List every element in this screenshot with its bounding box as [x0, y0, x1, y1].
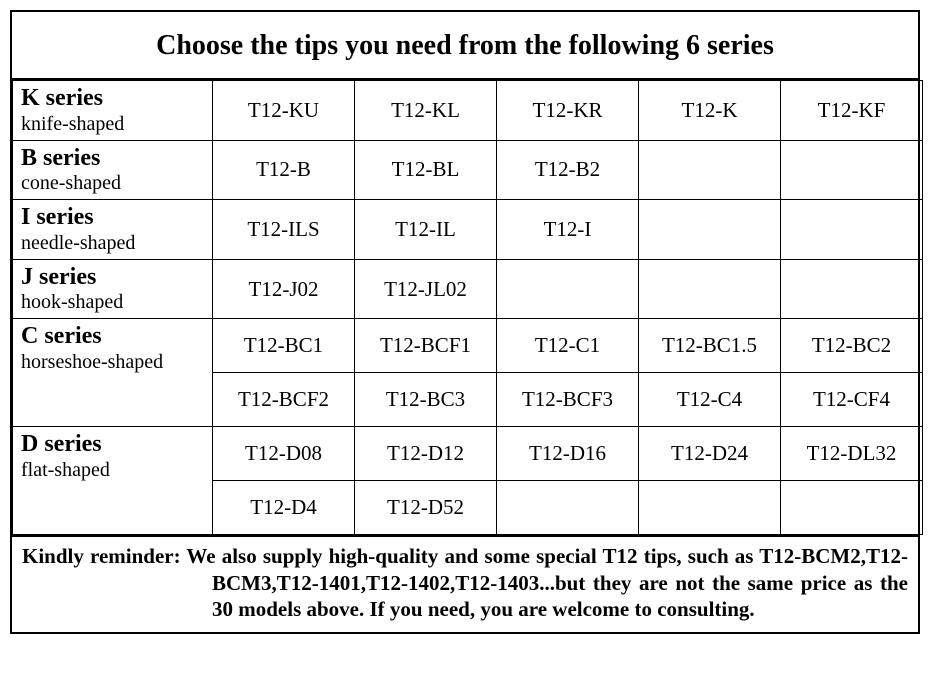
series-subtitle: horseshoe-shaped	[21, 351, 208, 374]
tip-cell: T12-ILS	[213, 200, 355, 260]
tip-cell: T12-B2	[497, 140, 639, 200]
tip-cell: T12-BL	[355, 140, 497, 200]
series-name: I series	[21, 204, 208, 232]
series-name: B series	[21, 145, 208, 173]
tip-cell: T12-BC1	[213, 319, 355, 373]
series-head: D seriesflat-shaped	[13, 427, 213, 535]
series-subtitle: needle-shaped	[21, 232, 208, 255]
table-row: C serieshorseshoe-shapedT12-BC1T12-BCF1T…	[13, 319, 923, 373]
tip-cell	[781, 140, 923, 200]
tip-cell: T12-J02	[213, 259, 355, 319]
tip-cell: T12-D52	[355, 481, 497, 535]
tip-cell: T12-KU	[213, 81, 355, 141]
tip-cell	[639, 481, 781, 535]
tip-cell: T12-DL32	[781, 427, 923, 481]
tip-cell: T12-D16	[497, 427, 639, 481]
tip-cell: T12-KL	[355, 81, 497, 141]
series-head: I seriesneedle-shaped	[13, 200, 213, 260]
tip-cell: T12-CF4	[781, 373, 923, 427]
tip-cell: T12-KF	[781, 81, 923, 141]
series-head: C serieshorseshoe-shaped	[13, 319, 213, 427]
series-name: K series	[21, 85, 208, 113]
tip-cell: T12-C1	[497, 319, 639, 373]
footer-body: We also supply high-quality and some spe…	[186, 544, 908, 621]
tip-cell: T12-KR	[497, 81, 639, 141]
tip-cell: T12-BC2	[781, 319, 923, 373]
tip-cell	[781, 200, 923, 260]
series-name: C series	[21, 323, 208, 351]
table-row: D seriesflat-shapedT12-D08T12-D12T12-D16…	[13, 427, 923, 481]
series-head: K seriesknife-shaped	[13, 81, 213, 141]
tip-cell	[639, 140, 781, 200]
tips-table: K seriesknife-shapedT12-KUT12-KLT12-KRT1…	[12, 80, 923, 535]
tip-cell: T12-D4	[213, 481, 355, 535]
series-subtitle: hook-shaped	[21, 291, 208, 314]
page-title: Choose the tips you need from the follow…	[12, 12, 918, 80]
tip-cell	[497, 259, 639, 319]
tip-cell: T12-D24	[639, 427, 781, 481]
tip-cell: T12-C4	[639, 373, 781, 427]
series-subtitle: flat-shaped	[21, 459, 208, 482]
table-row: K seriesknife-shapedT12-KUT12-KLT12-KRT1…	[13, 81, 923, 141]
tip-cell: T12-B	[213, 140, 355, 200]
tip-cell	[639, 200, 781, 260]
tip-cell: T12-BCF2	[213, 373, 355, 427]
tip-cell	[781, 259, 923, 319]
series-subtitle: cone-shaped	[21, 172, 208, 195]
series-name: J series	[21, 264, 208, 292]
tip-cell: T12-BC1.5	[639, 319, 781, 373]
tip-cell	[781, 481, 923, 535]
tip-cell	[639, 259, 781, 319]
footer-reminder: Kindly reminder: We also supply high-qua…	[12, 535, 918, 632]
tip-cell: T12-D12	[355, 427, 497, 481]
tip-cell: T12-IL	[355, 200, 497, 260]
table-row: B seriescone-shapedT12-BT12-BLT12-B2	[13, 140, 923, 200]
table-row: J serieshook-shapedT12-J02T12-JL02	[13, 259, 923, 319]
tip-cell	[497, 481, 639, 535]
tip-cell: T12-D08	[213, 427, 355, 481]
series-head: J serieshook-shaped	[13, 259, 213, 319]
tips-catalog-panel: Choose the tips you need from the follow…	[10, 10, 920, 634]
tip-cell: T12-BCF3	[497, 373, 639, 427]
tip-cell: T12-JL02	[355, 259, 497, 319]
table-row: I seriesneedle-shapedT12-ILST12-ILT12-I	[13, 200, 923, 260]
tip-cell: T12-BC3	[355, 373, 497, 427]
series-name: D series	[21, 431, 208, 459]
series-head: B seriescone-shaped	[13, 140, 213, 200]
tip-cell: T12-K	[639, 81, 781, 141]
series-subtitle: knife-shaped	[21, 113, 208, 136]
tip-cell: T12-BCF1	[355, 319, 497, 373]
footer-lead: Kindly reminder:	[22, 544, 186, 568]
tip-cell: T12-I	[497, 200, 639, 260]
